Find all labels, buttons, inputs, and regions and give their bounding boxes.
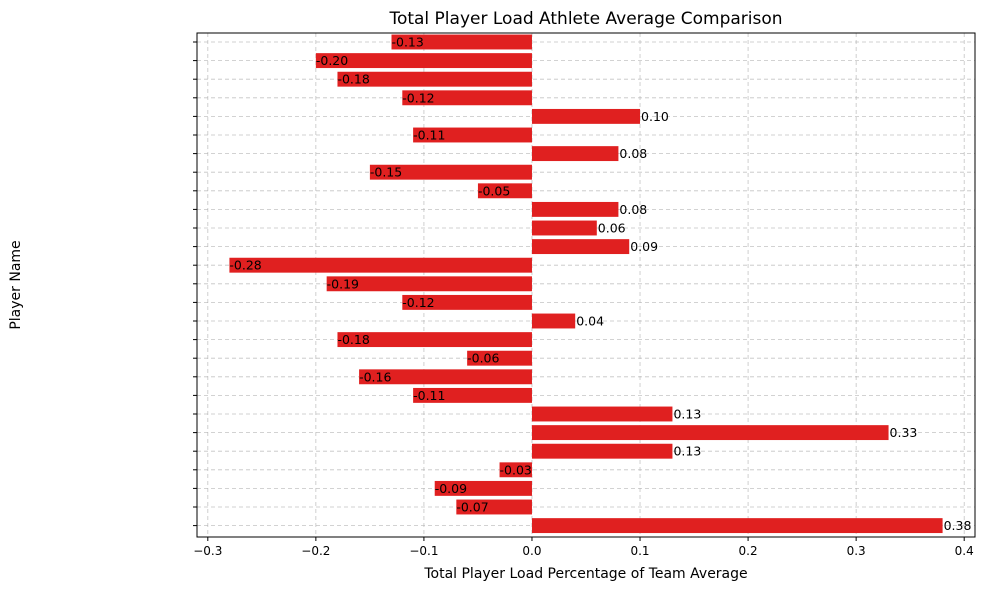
bar-value-label: -0.11 bbox=[413, 128, 445, 143]
bar-value-label: 0.04 bbox=[576, 314, 604, 329]
bar bbox=[531, 406, 673, 422]
bar-value-label: 0.13 bbox=[673, 407, 701, 422]
bars bbox=[229, 34, 943, 534]
bar-value-label: 0.08 bbox=[619, 202, 647, 217]
chart-title: Total Player Load Athlete Average Compar… bbox=[388, 9, 782, 29]
bar bbox=[337, 71, 532, 87]
bar-value-label: -0.20 bbox=[316, 53, 348, 68]
bar bbox=[499, 462, 532, 478]
x-axis-label: Total Player Load Percentage of Team Ave… bbox=[423, 566, 747, 582]
bar bbox=[434, 480, 532, 496]
bar-value-label: -0.05 bbox=[478, 183, 510, 198]
bar-value-label: -0.18 bbox=[337, 332, 369, 347]
bar bbox=[531, 518, 943, 534]
bar bbox=[531, 220, 597, 236]
bar-value-label: -0.06 bbox=[467, 351, 499, 366]
x-tick-label: 0.2 bbox=[739, 544, 758, 558]
bar bbox=[531, 239, 630, 255]
bar bbox=[326, 276, 532, 292]
bar-value-label: -0.07 bbox=[456, 500, 488, 515]
bar-value-label: -0.16 bbox=[359, 369, 391, 384]
bar bbox=[369, 164, 532, 180]
bar-value-label: -0.15 bbox=[370, 165, 402, 180]
bar bbox=[391, 34, 532, 50]
x-ticks: −0.3 −0.2 −0.1 0.0 0.1 0.2 0.3 0.4 bbox=[193, 537, 974, 558]
bar bbox=[337, 332, 532, 348]
bar-value-label: -0.09 bbox=[435, 481, 467, 496]
bar bbox=[531, 313, 576, 329]
bar-value-label: -0.13 bbox=[392, 35, 424, 50]
bar-value-label: -0.11 bbox=[413, 388, 445, 403]
bar-value-label: 0.13 bbox=[673, 444, 701, 459]
bar bbox=[531, 146, 619, 162]
x-tick-label: −0.3 bbox=[193, 544, 222, 558]
x-tick-label: 0.4 bbox=[955, 544, 974, 558]
bar bbox=[413, 387, 532, 403]
y-ticks bbox=[193, 41, 197, 527]
bar bbox=[531, 108, 641, 124]
x-tick-label: −0.1 bbox=[409, 544, 438, 558]
bar-value-label: 0.09 bbox=[630, 239, 658, 254]
bar bbox=[315, 53, 532, 69]
bar bbox=[467, 350, 532, 366]
bar-value-label: -0.12 bbox=[402, 90, 434, 105]
bar-value-label: 0.10 bbox=[641, 109, 669, 124]
bar-value-label: 0.38 bbox=[944, 518, 972, 533]
bar bbox=[229, 257, 532, 273]
bar bbox=[413, 127, 532, 143]
bar-value-label: -0.18 bbox=[337, 72, 369, 87]
bar bbox=[402, 294, 532, 310]
x-tick-label: 0.0 bbox=[522, 544, 541, 558]
bar-value-label: -0.28 bbox=[229, 258, 261, 273]
plot-frame bbox=[196, 32, 976, 538]
bar-value-label: 0.33 bbox=[890, 425, 918, 440]
grid bbox=[197, 33, 975, 537]
y-axis-label: Player Name bbox=[8, 240, 24, 329]
bar bbox=[402, 90, 532, 106]
bar bbox=[531, 425, 889, 441]
bar-value-label: -0.12 bbox=[402, 295, 434, 310]
data-labels: -0.13 -0.20 -0.18 -0.12 0.10 -0.11 0.08 -0.15 -0… bbox=[229, 35, 971, 534]
x-tick-label: 0.1 bbox=[630, 544, 649, 558]
bar bbox=[477, 183, 532, 199]
bar bbox=[531, 443, 673, 459]
x-tick-label: 0.3 bbox=[847, 544, 866, 558]
bar-value-label: -0.19 bbox=[327, 276, 359, 291]
bar-value-label: 0.06 bbox=[598, 221, 626, 236]
bar bbox=[531, 201, 619, 217]
x-tick-label: −0.2 bbox=[301, 544, 330, 558]
bar-value-label: 0.08 bbox=[619, 146, 647, 161]
bar-value-label: -0.03 bbox=[500, 462, 532, 477]
bar bbox=[359, 369, 532, 385]
bar bbox=[456, 499, 532, 515]
